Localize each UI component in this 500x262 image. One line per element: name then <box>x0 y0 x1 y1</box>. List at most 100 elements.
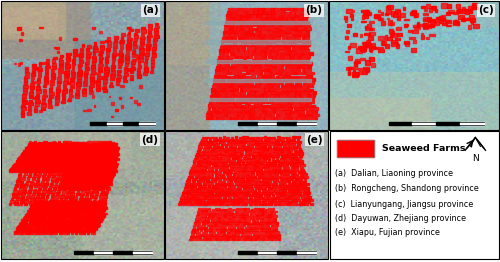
Bar <box>181 195 184 196</box>
Bar <box>278 78 280 81</box>
Bar <box>88 152 92 155</box>
Bar <box>190 204 193 205</box>
Bar <box>411 48 416 52</box>
Bar <box>256 218 259 219</box>
Bar <box>300 111 304 113</box>
Bar <box>394 13 398 17</box>
Bar <box>291 204 294 205</box>
Bar <box>49 146 52 148</box>
Bar <box>94 201 98 203</box>
Bar <box>204 187 208 189</box>
Bar <box>255 18 259 20</box>
Bar <box>274 117 277 119</box>
Bar <box>83 170 87 172</box>
Bar <box>113 156 116 158</box>
Bar <box>246 17 249 20</box>
Bar <box>31 162 34 164</box>
Bar <box>70 78 74 81</box>
Bar <box>86 183 90 185</box>
Bar <box>294 82 298 84</box>
Bar <box>278 166 281 168</box>
Bar <box>242 196 244 199</box>
Bar <box>214 95 218 97</box>
Bar <box>259 173 263 176</box>
Bar <box>232 234 235 236</box>
Bar <box>100 204 103 207</box>
Bar <box>30 201 32 203</box>
Bar <box>351 19 353 20</box>
Bar <box>99 54 102 56</box>
Bar <box>284 201 286 203</box>
Bar <box>234 199 238 201</box>
Bar <box>259 155 263 157</box>
Bar <box>35 230 40 232</box>
Bar <box>244 50 248 52</box>
Bar <box>82 203 86 205</box>
Bar <box>215 98 220 100</box>
Bar <box>226 144 228 145</box>
Bar <box>82 208 86 209</box>
Bar <box>264 218 265 219</box>
Bar <box>104 161 108 163</box>
Bar <box>140 42 143 46</box>
Bar <box>36 195 39 198</box>
Bar <box>31 230 34 232</box>
Bar <box>44 156 46 159</box>
Bar <box>206 152 208 155</box>
Bar <box>28 143 33 145</box>
Bar <box>184 185 188 187</box>
Bar <box>274 150 276 152</box>
Bar <box>102 202 104 204</box>
Bar <box>72 172 76 175</box>
Bar <box>20 160 23 162</box>
Bar <box>284 153 287 155</box>
Bar <box>457 9 460 13</box>
Bar <box>201 201 205 203</box>
Bar <box>74 163 76 165</box>
Bar <box>34 219 37 221</box>
Bar <box>21 111 24 114</box>
Bar <box>98 208 102 211</box>
Bar <box>238 171 242 173</box>
Bar <box>130 97 132 98</box>
Bar <box>86 185 89 187</box>
Bar <box>366 40 368 42</box>
Bar <box>280 141 282 143</box>
Bar <box>26 151 30 153</box>
Bar <box>68 203 71 205</box>
Bar <box>385 44 390 48</box>
Bar <box>62 144 66 146</box>
Bar <box>256 117 260 119</box>
Bar <box>110 102 114 105</box>
Bar <box>90 185 94 187</box>
Bar <box>80 147 82 149</box>
Bar <box>234 188 236 189</box>
Bar <box>223 95 226 97</box>
Bar <box>134 35 138 38</box>
Bar <box>102 141 106 144</box>
Bar <box>241 220 243 222</box>
Bar <box>62 182 66 185</box>
Bar <box>89 162 91 163</box>
Bar <box>293 34 296 36</box>
Bar <box>72 157 75 159</box>
Bar <box>236 114 239 116</box>
Bar <box>221 144 224 145</box>
Bar <box>78 214 80 217</box>
Bar <box>218 157 221 159</box>
Bar <box>94 167 97 169</box>
Bar <box>80 152 84 154</box>
Bar <box>67 175 69 177</box>
Bar <box>244 148 247 150</box>
Bar <box>366 12 370 15</box>
Bar <box>281 11 285 14</box>
Bar <box>37 158 40 161</box>
Bar <box>54 151 58 154</box>
Bar <box>304 66 308 68</box>
Bar <box>110 178 112 180</box>
Bar <box>250 46 254 49</box>
Bar <box>268 56 272 58</box>
Bar <box>298 165 301 166</box>
Bar <box>28 143 31 146</box>
Bar <box>302 24 305 26</box>
